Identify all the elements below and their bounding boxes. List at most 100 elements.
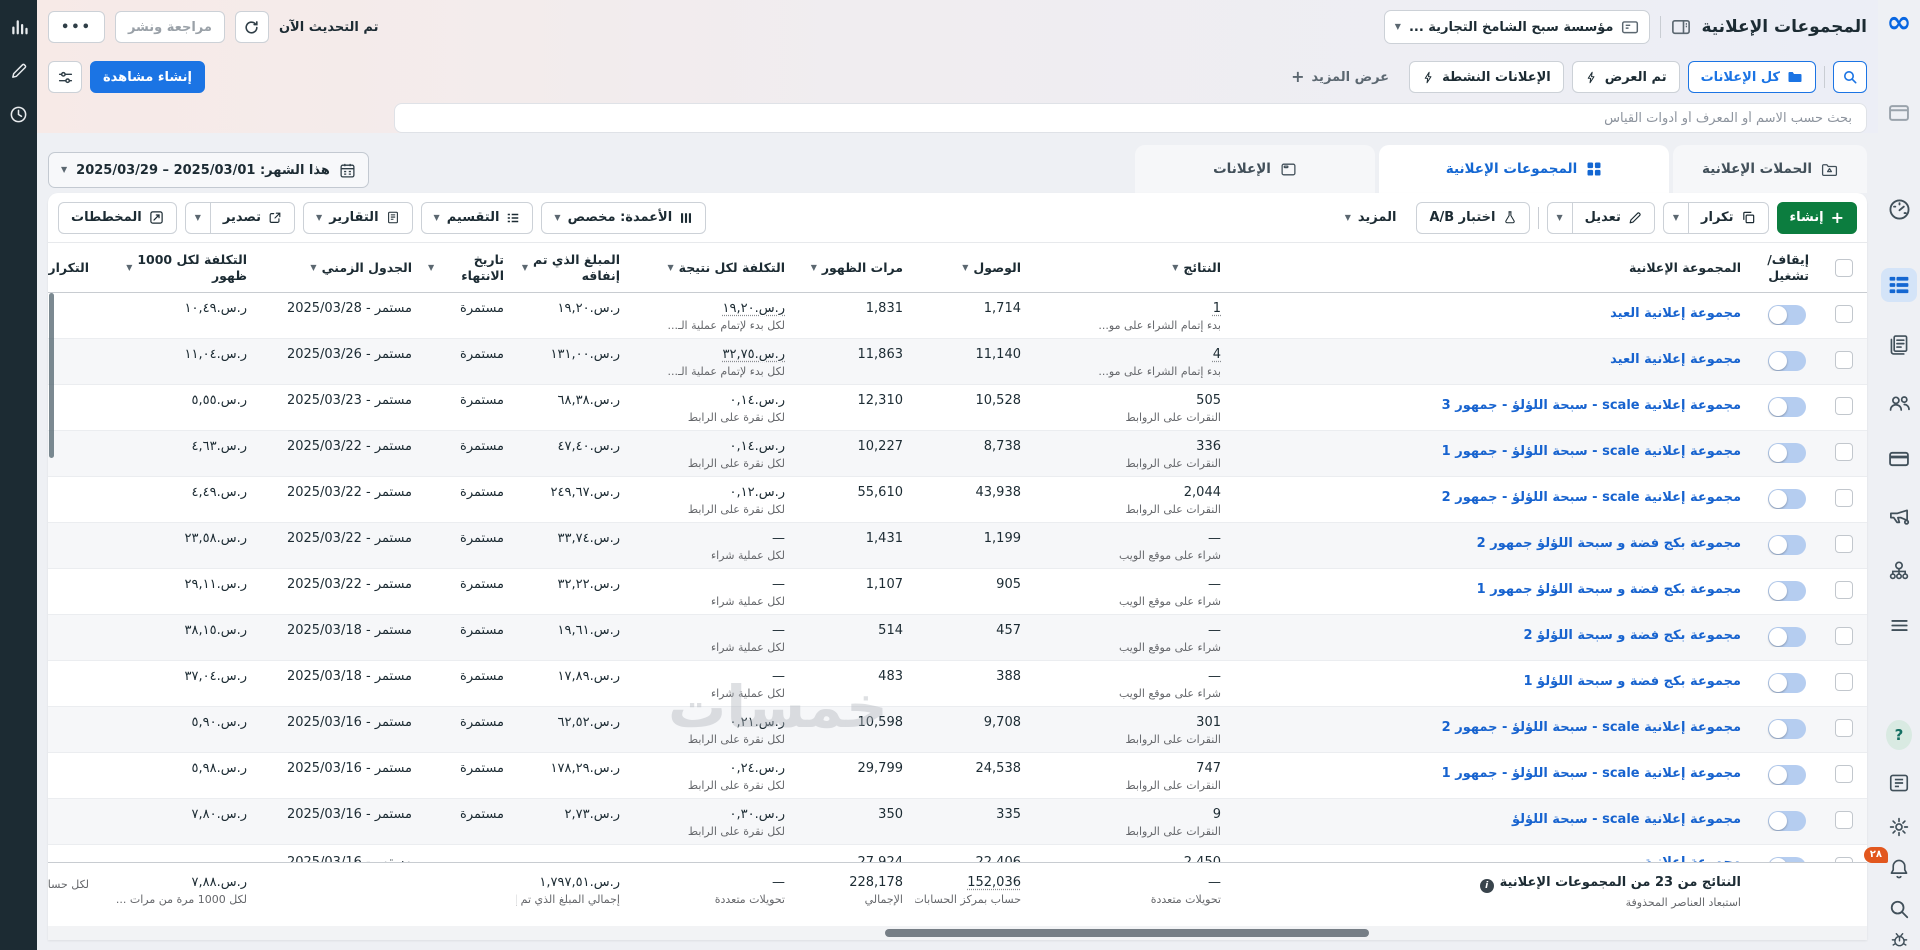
charts-button[interactable]: المخططات	[58, 201, 177, 234]
header-onoff[interactable]: إيقاف/ تشغيل	[1767, 251, 1809, 283]
duplicate-button[interactable]: تكرار	[1689, 203, 1767, 233]
account-selector[interactable]: مؤسسة سبح الشامخ التجارية ... ▼	[1383, 10, 1651, 44]
billing-card-icon[interactable]	[1886, 446, 1912, 472]
adset-toggle[interactable]	[1753, 845, 1821, 862]
inbox-icon[interactable]	[1886, 770, 1912, 796]
header-end-date[interactable]: تاريخ الانتهاء ▼	[428, 251, 504, 283]
adset-toggle[interactable]	[1753, 799, 1821, 831]
meta-logo[interactable]: ∞	[1886, 5, 1912, 40]
adset-name-link[interactable]: مجموعة بكج فضة و سبحة اللؤلؤ 1	[1523, 674, 1741, 689]
columns-button[interactable]: الأعمدة: مخصص ▼	[541, 201, 707, 234]
results-value[interactable]: 505	[1196, 393, 1221, 408]
row-checkbox[interactable]	[1821, 569, 1867, 599]
adset-toggle[interactable]	[1753, 477, 1821, 509]
adset-name-link[interactable]: مجموعة إعلانية	[1239, 855, 1741, 862]
header-frequency[interactable]: التكرار	[48, 259, 89, 275]
create-view-button[interactable]: إنشاء مشاهدة	[90, 61, 205, 93]
export-dropdown[interactable]: ▼	[186, 202, 211, 233]
row-checkbox[interactable]	[1821, 615, 1867, 645]
adset-toggle[interactable]	[1753, 523, 1821, 555]
adset-toggle[interactable]	[1753, 385, 1821, 417]
export-button[interactable]: تصدير	[211, 203, 294, 233]
view-settings-button[interactable]	[48, 61, 82, 93]
results-value[interactable]: —	[1208, 577, 1221, 592]
cost-per-result-value[interactable]: —	[772, 577, 785, 592]
cost-per-result-value[interactable]: ر.س.٠,١٤	[729, 393, 785, 408]
window-icon[interactable]	[1886, 100, 1912, 126]
clock-icon[interactable]	[6, 102, 31, 127]
panel-toggle-icon[interactable]	[1671, 17, 1691, 37]
row-checkbox[interactable]	[1821, 385, 1867, 415]
adset-toggle[interactable]	[1753, 753, 1821, 785]
results-value[interactable]: —	[1208, 531, 1221, 546]
ads-table-icon[interactable]	[1881, 268, 1917, 302]
results-value[interactable]: 2,044	[1183, 485, 1221, 500]
results-value[interactable]: 301	[1196, 715, 1221, 730]
cost-per-result-value[interactable]: —	[772, 669, 785, 684]
megaphone-icon[interactable]	[1886, 502, 1912, 528]
adset-name-link[interactable]: مجموعة بكج فضة و سبحة اللؤلؤ جمهور 2	[1476, 536, 1741, 551]
bar-chart-icon[interactable]	[6, 14, 31, 39]
settings-gear-icon[interactable]	[1886, 814, 1912, 840]
pencil-icon[interactable]	[6, 58, 31, 83]
results-value[interactable]: 1	[1212, 301, 1221, 316]
create-button[interactable]: + إنشاء	[1776, 201, 1857, 234]
cost-per-result-value[interactable]: —	[772, 531, 785, 546]
gauge-icon[interactable]	[1886, 196, 1912, 222]
adset-name-link[interactable]: مجموعة بكج فضة و سبحة اللؤلؤ جمهور 1	[1476, 582, 1741, 597]
refresh-button[interactable]	[234, 11, 269, 43]
filter-all-ads[interactable]: كل الإعلانات	[1687, 61, 1816, 93]
header-amount-spent[interactable]: المبلغ الذي تم إنفاقه ▼	[521, 251, 620, 283]
results-value[interactable]: —	[1208, 623, 1221, 638]
info-icon[interactable]: i	[1479, 879, 1494, 893]
date-range-picker[interactable]: هذا الشهر: 2025/03/01 – 2025/03/29 ▼	[48, 152, 369, 188]
review-publish-button[interactable]: مراجعة ونشر	[114, 11, 225, 43]
header-cpm[interactable]: التكلفة لكل 1000 ظهور ▼	[126, 251, 247, 283]
horizontal-scrollbar-thumb[interactable]	[884, 929, 1369, 937]
cost-per-result-value[interactable]: —	[772, 623, 785, 638]
adset-toggle[interactable]	[1753, 707, 1821, 739]
tab-campaigns[interactable]: الحملات الإعلانية	[1673, 145, 1867, 193]
edit-button[interactable]: تعديل	[1573, 203, 1654, 233]
row-checkbox[interactable]	[1821, 799, 1867, 829]
results-value[interactable]: —	[1208, 669, 1221, 684]
results-value[interactable]: 9	[1212, 807, 1221, 822]
org-chart-icon[interactable]	[1886, 558, 1912, 584]
edit-dropdown[interactable]: ▼	[1548, 202, 1573, 233]
row-checkbox[interactable]	[1821, 431, 1867, 461]
audiences-icon[interactable]	[1886, 390, 1912, 416]
vertical-scrollbar[interactable]	[49, 293, 54, 458]
more-actions-button[interactable]: المزيد ▼	[1344, 210, 1397, 225]
header-reach[interactable]: الوصول ▼	[962, 259, 1021, 275]
adset-name-link[interactable]: مجموعة إعلانية scale - سبحة اللؤلؤ - جمه…	[1441, 398, 1741, 413]
more-options-button[interactable]: •••	[48, 11, 105, 43]
adset-toggle[interactable]	[1753, 293, 1821, 325]
tab-adsets[interactable]: المجموعات الإعلانية	[1379, 145, 1669, 193]
adset-toggle[interactable]	[1753, 569, 1821, 601]
pages-icon[interactable]	[1886, 332, 1912, 358]
row-checkbox[interactable]	[1821, 845, 1867, 862]
search-rail-icon[interactable]	[1886, 896, 1912, 922]
cost-per-result-value[interactable]: ر.س.٠,٢٤	[729, 761, 785, 776]
search-input[interactable]	[394, 103, 1867, 133]
row-checkbox[interactable]	[1821, 707, 1867, 737]
adset-name-link[interactable]: مجموعة إعلانية scale - سبحة اللؤلؤ - جمه…	[1441, 490, 1741, 505]
row-checkbox[interactable]	[1821, 339, 1867, 369]
header-schedule[interactable]: الجدول الزمني ▼	[310, 259, 412, 275]
help-icon[interactable]: ?	[1886, 720, 1912, 750]
header-adset-name[interactable]: المجموعة الإعلانية	[1628, 259, 1741, 275]
cost-per-result-value[interactable]: ر.س.١٩,٢٠	[722, 301, 785, 316]
adset-name-link[interactable]: مجموعة بكج فضة و سبحة اللؤلؤ 2	[1523, 628, 1741, 643]
adset-name-link[interactable]: مجموعة إعلانية العيد	[1610, 306, 1741, 321]
header-impressions[interactable]: مرات الظهور ▼	[810, 259, 903, 275]
cost-per-result-value[interactable]: ر.س.٠,١٢	[729, 485, 785, 500]
adset-toggle[interactable]	[1753, 431, 1821, 463]
adset-toggle[interactable]	[1753, 661, 1821, 693]
row-checkbox[interactable]	[1821, 477, 1867, 507]
adset-name-link[interactable]: مجموعة إعلانية scale - سبحة اللؤلؤ - جمه…	[1441, 766, 1741, 781]
tab-ads[interactable]: الإعلانات	[1135, 145, 1375, 193]
search-filter-button[interactable]	[1833, 61, 1867, 93]
duplicate-dropdown[interactable]: ▼	[1664, 202, 1690, 233]
header-results[interactable]: النتائج ▼	[1172, 259, 1221, 275]
results-value[interactable]: 4	[1212, 347, 1221, 362]
